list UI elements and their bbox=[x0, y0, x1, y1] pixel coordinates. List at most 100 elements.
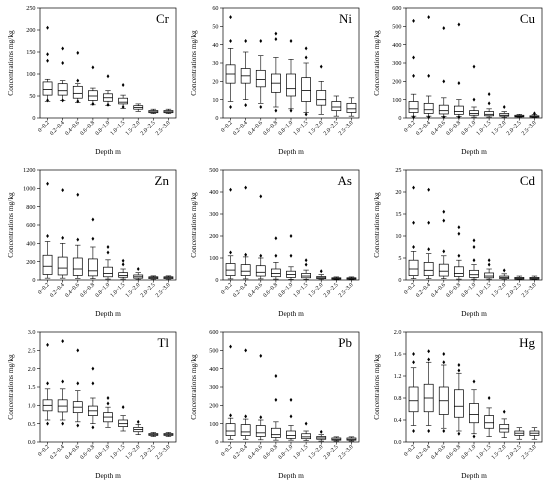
box-ni-7 bbox=[316, 64, 327, 115]
y-tick-label: 1.5 bbox=[28, 384, 36, 391]
x-category-label: 1.0~1.5 bbox=[110, 120, 127, 137]
panel-title: Ni bbox=[339, 11, 352, 26]
outlier-point bbox=[502, 409, 506, 414]
x-category-label: 2.0~2.5 bbox=[506, 444, 523, 461]
outlier-point bbox=[61, 421, 65, 426]
panel-as: 01002003004005000~0.20.2~0.40.4~0.60.6~0… bbox=[189, 167, 360, 318]
outlier-point bbox=[427, 73, 431, 78]
outlier-point bbox=[304, 46, 308, 51]
outlier-point bbox=[412, 115, 415, 120]
y-axis-title: Concentrations mg/kg bbox=[6, 354, 15, 420]
iqr-box bbox=[484, 272, 494, 279]
x-category-label: 2.5~3.0 bbox=[521, 120, 538, 137]
box-as-1 bbox=[225, 187, 236, 280]
outlier-point bbox=[457, 115, 461, 120]
outlier-point bbox=[487, 396, 491, 400]
y-tick-label: 40 bbox=[212, 42, 218, 49]
y-tick-label: 50 bbox=[212, 23, 218, 30]
iqr-box bbox=[499, 424, 510, 433]
outlier-point bbox=[229, 344, 232, 349]
y-tick-label: 400 bbox=[392, 42, 401, 49]
y-tick-label: 1.0 bbox=[28, 402, 36, 409]
x-category-label: 0.2~0.4 bbox=[415, 444, 432, 461]
iqr-box bbox=[499, 113, 510, 117]
box-cu-7 bbox=[499, 105, 510, 118]
outlier-point bbox=[91, 217, 95, 222]
outlier-point bbox=[533, 111, 536, 116]
x-category-label: 0.2~0.4 bbox=[415, 120, 432, 137]
x-category-label: 2.5~3.0 bbox=[338, 444, 355, 461]
x-category-label: 0.8~1.0 bbox=[94, 444, 111, 461]
y-tick-label: 2.0 bbox=[394, 329, 402, 336]
x-category-label: 2.0~2.5 bbox=[140, 282, 157, 299]
box-as-4 bbox=[271, 236, 281, 280]
box-zn-7 bbox=[133, 267, 144, 280]
y-tick-label: 0.0 bbox=[28, 439, 36, 446]
outlier-point bbox=[244, 252, 248, 257]
box-cu-1 bbox=[408, 18, 419, 120]
box-pb-1 bbox=[225, 344, 236, 440]
outlier-point bbox=[427, 15, 431, 20]
x-category-label: 0.2~0.4 bbox=[232, 120, 249, 137]
panel-cr: 0501001502002500~0.20.2~0.40.4~0.60.6~0.… bbox=[6, 5, 177, 156]
box-as-5 bbox=[286, 234, 296, 280]
x-category-label: 1.0~1.5 bbox=[476, 120, 493, 137]
outlier-point bbox=[259, 353, 263, 358]
iqr-box bbox=[484, 111, 494, 117]
outlier-point bbox=[91, 366, 95, 371]
box-zn-4 bbox=[88, 217, 98, 279]
outlier-point bbox=[244, 185, 248, 190]
outlier-point bbox=[472, 379, 476, 384]
outlier-point bbox=[487, 262, 491, 267]
outlier-point bbox=[457, 225, 461, 230]
outlier-point bbox=[442, 115, 446, 120]
outlier-point bbox=[46, 421, 49, 426]
iqr-box bbox=[286, 430, 296, 439]
outlier-point bbox=[259, 39, 263, 43]
box-cr-8 bbox=[148, 108, 159, 114]
x-category-label: 1.0~1.5 bbox=[110, 444, 127, 461]
iqr-box bbox=[469, 269, 479, 278]
x-category-label: 0.4~0.6 bbox=[430, 282, 447, 299]
box-ni-4 bbox=[271, 31, 281, 113]
outlier-point bbox=[427, 247, 431, 252]
outlier-point bbox=[457, 253, 461, 258]
box-hg-2 bbox=[423, 349, 434, 433]
box-hg-4 bbox=[454, 363, 464, 436]
outlier-point bbox=[487, 101, 491, 106]
y-tick-label: 2.5 bbox=[28, 347, 36, 354]
box-cd-2 bbox=[423, 187, 434, 279]
y-tick-label: 25 bbox=[395, 167, 401, 174]
box-cd-1 bbox=[408, 185, 419, 279]
x-category-label: 0.4~0.6 bbox=[247, 120, 264, 137]
panel-zn: 0200400600800100012000~0.20.2~0.40.4~0.6… bbox=[6, 167, 177, 318]
panel-tl: 0.00.51.01.52.02.53.00~0.20.2~0.40.4~0.6… bbox=[6, 329, 177, 480]
outlier-point bbox=[46, 342, 49, 347]
iqr-box bbox=[454, 266, 464, 277]
iqr-box bbox=[438, 104, 449, 115]
outlier-point bbox=[61, 61, 65, 65]
box-cd-8 bbox=[514, 275, 525, 280]
box-cu-9 bbox=[529, 111, 540, 118]
outlier-point bbox=[259, 253, 263, 258]
outlier-point bbox=[76, 78, 80, 83]
x-category-label: 1.0~1.5 bbox=[293, 120, 310, 137]
iqr-box bbox=[423, 102, 434, 114]
outlier-point bbox=[487, 258, 491, 263]
x-axis-title: Depth m bbox=[95, 471, 121, 480]
y-tick-label: 20 bbox=[212, 78, 218, 85]
x-category-label: 0.2~0.4 bbox=[232, 444, 249, 461]
box-tl-3 bbox=[72, 348, 83, 428]
panel-title: Tl bbox=[157, 335, 169, 350]
y-axis-title: Concentrations mg/kg bbox=[372, 30, 381, 96]
outlier-point bbox=[289, 108, 293, 113]
box-ni-3 bbox=[255, 39, 266, 109]
iqr-box bbox=[454, 105, 464, 115]
outlier-point bbox=[442, 26, 446, 31]
y-tick-label: 50 bbox=[29, 93, 35, 100]
y-tick-label: 600 bbox=[392, 5, 401, 12]
outlier-point bbox=[304, 112, 308, 117]
panel-ni: 01020304050600~0.20.2~0.40.4~0.60.6~0.80… bbox=[189, 5, 360, 156]
box-cu-8 bbox=[514, 114, 525, 118]
x-category-label: 0.6~0.8 bbox=[79, 120, 96, 137]
